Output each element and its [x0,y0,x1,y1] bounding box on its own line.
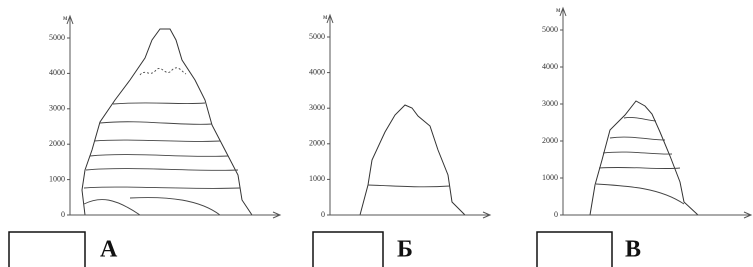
y-tick-label: 3000 [309,103,325,112]
panel-label: Б [397,237,413,263]
answer-box[interactable] [537,232,612,267]
y-tick-label: 5000 [309,32,325,41]
y-tick-label: 4000 [309,67,325,76]
panel-label: В [625,237,641,263]
mountain-outline [590,101,698,215]
y-tick-label: 5000 [542,25,558,34]
y-tick-label: 0 [321,210,325,219]
axis-unit: м [556,6,561,14]
y-tick-label: 3000 [49,104,65,113]
y-tick-label: 0 [554,210,558,219]
y-tick-label: 1000 [309,174,325,183]
y-tick-label: 3000 [542,99,558,108]
mountain-outline [360,105,465,215]
diagram: м 0 1000 2000 3000 4000 5000 Ам 0 1000 2000 3000 400… [0,0,753,267]
altitude-zone [368,185,450,187]
y-tick-label: 4000 [542,62,558,71]
y-tick-label: 0 [61,210,65,219]
y-tick-label: 1000 [49,174,65,183]
axis-unit: м [323,13,328,21]
y-tick-label: 1000 [542,173,558,182]
answer-box[interactable] [9,232,85,267]
y-tick-label: 2000 [49,139,65,148]
axis-unit: м [63,14,68,22]
y-tick-label: 5000 [49,33,65,42]
panel-label: А [100,237,118,263]
altitude-zones [84,68,240,215]
answer-box[interactable] [313,232,383,267]
altitude-zones [596,117,684,204]
y-tick-label: 2000 [542,136,558,145]
y-tick-label: 4000 [49,68,65,77]
y-tick-label: 2000 [309,139,325,148]
